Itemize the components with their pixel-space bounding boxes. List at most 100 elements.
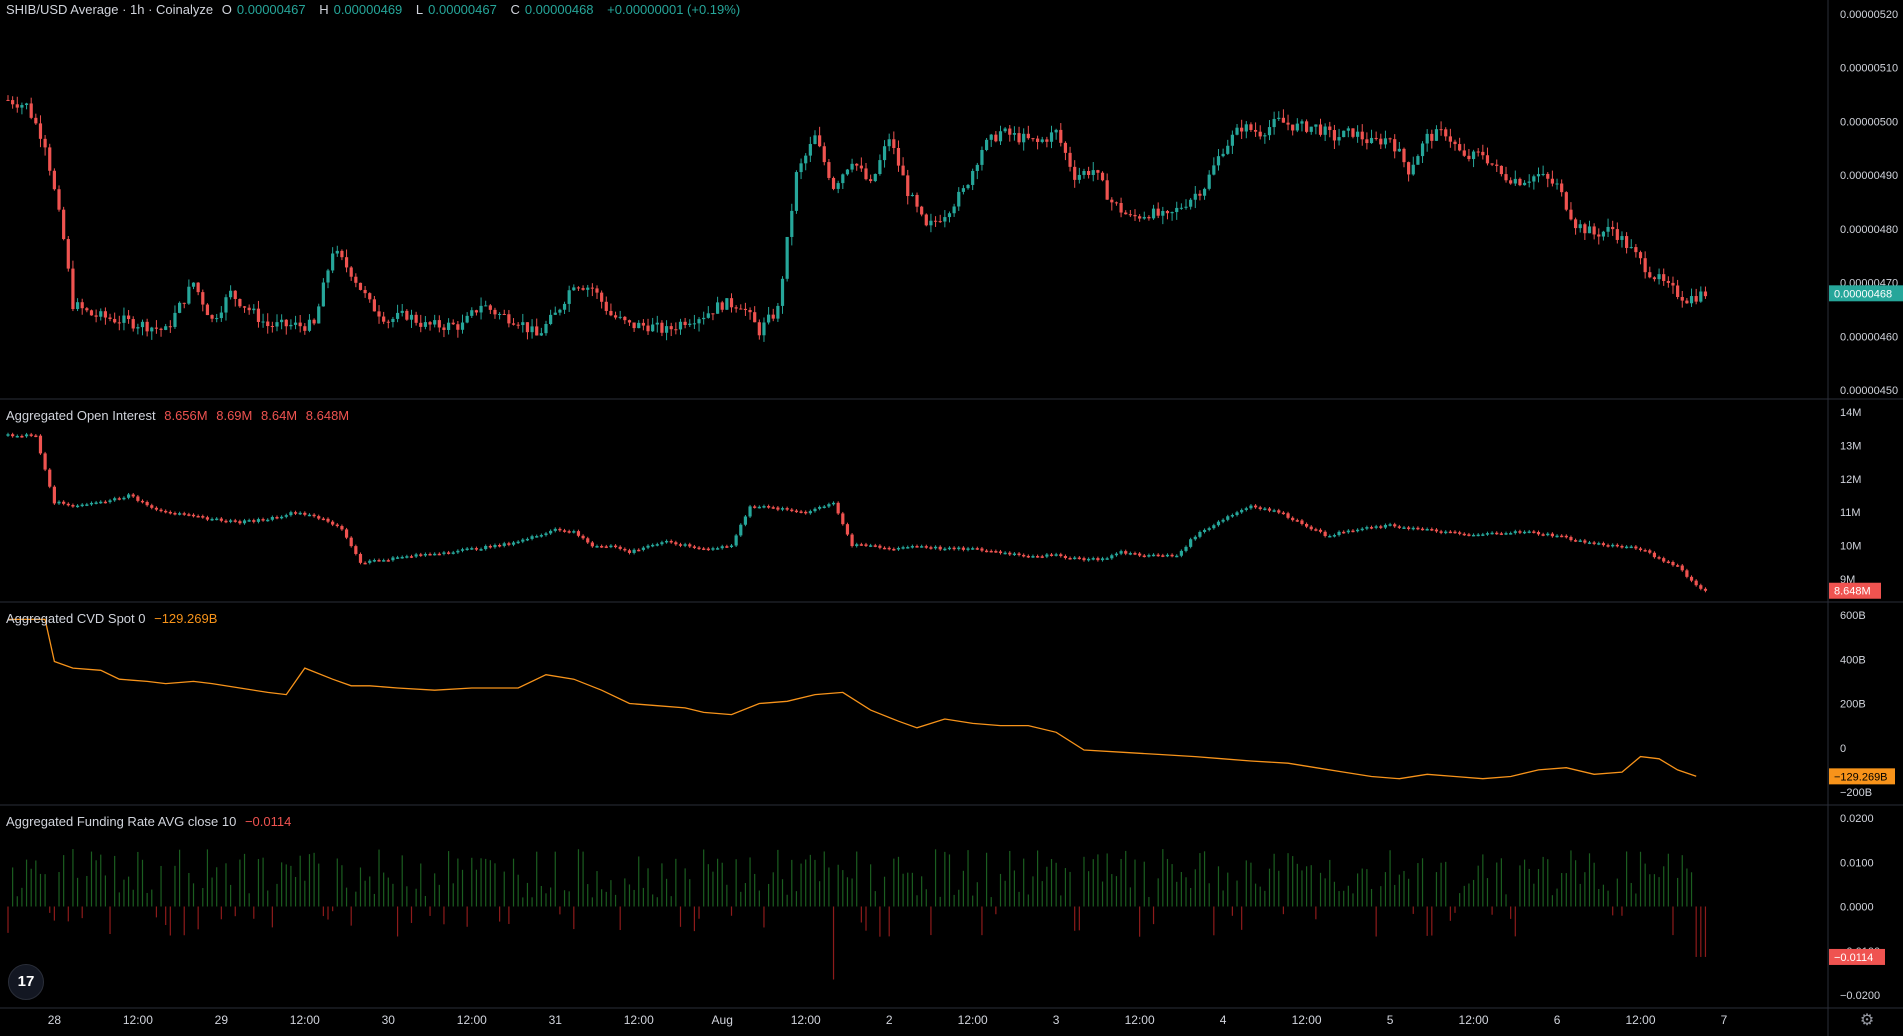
- oi-candle: [1151, 554, 1156, 557]
- price-candle: [1522, 182, 1527, 186]
- oi-candle: [52, 486, 56, 504]
- oi-value-4: 8.648M: [305, 408, 350, 423]
- price-candle: [799, 163, 803, 173]
- oi-candle: [1434, 529, 1439, 532]
- oi-candle: [1189, 539, 1193, 547]
- oi-candle: [1328, 535, 1332, 538]
- gear-icon[interactable]: ⚙: [1859, 1012, 1875, 1029]
- price-candle: [1652, 277, 1657, 280]
- price-candle: [1202, 188, 1207, 196]
- oi-candle: [465, 548, 469, 551]
- tradingview-logo-icon[interactable]: 17: [8, 964, 44, 1000]
- price-candle: [321, 282, 325, 307]
- oi-candle: [363, 562, 367, 565]
- price-candle: [20, 105, 24, 108]
- y-tick-label: 0.00000450: [1840, 385, 1898, 397]
- oi-candle: [1541, 534, 1545, 536]
- oi-candle: [901, 547, 905, 549]
- oi-candle: [456, 550, 460, 553]
- price-candle: [1008, 128, 1012, 135]
- x-tick-label: 12:00: [123, 1013, 153, 1027]
- price-candle: [224, 297, 228, 313]
- oi-candle: [233, 520, 237, 522]
- price-candle: [1342, 130, 1346, 138]
- oi-candle: [437, 553, 441, 556]
- price-candle: [785, 236, 789, 279]
- oi-candle: [1304, 523, 1309, 527]
- price-candle: [1063, 142, 1068, 153]
- oi-candle: [1226, 516, 1230, 520]
- oi-candle: [1179, 550, 1183, 556]
- oi-candle: [238, 521, 242, 524]
- oi-candle: [1216, 521, 1221, 526]
- oi-candle: [1629, 546, 1633, 549]
- oi-candle: [971, 548, 975, 550]
- price-candle: [154, 327, 159, 329]
- oi-candle: [790, 509, 794, 512]
- price-candle: [493, 309, 497, 315]
- oi-candle: [1458, 532, 1462, 534]
- oi-candle: [1620, 545, 1624, 548]
- price-candle: [1430, 133, 1434, 141]
- price-candle: [1420, 143, 1425, 157]
- price-candle: [1337, 137, 1341, 141]
- price-candle: [1416, 156, 1420, 165]
- price-candle: [48, 147, 52, 171]
- oi-candle: [1128, 553, 1132, 555]
- oi-candle: [1258, 507, 1262, 510]
- price-candle: [1411, 164, 1415, 175]
- cvd-last-value: −129.269B: [1834, 771, 1888, 783]
- price-candle: [1235, 127, 1239, 135]
- oi-candle: [1036, 556, 1040, 558]
- price-candle: [1685, 300, 1689, 304]
- price-candle: [395, 312, 400, 319]
- oi-candle: [270, 517, 274, 520]
- price-candle: [595, 288, 599, 293]
- price-candle: [780, 278, 785, 306]
- oi-candle: [1703, 588, 1708, 591]
- oi-candle: [1420, 528, 1425, 531]
- price-candle: [437, 320, 441, 328]
- oi-candle: [511, 542, 516, 545]
- price-candle: [1643, 258, 1647, 273]
- oi-candle: [1105, 558, 1109, 560]
- price-candle: [1147, 216, 1151, 219]
- oi-candle: [205, 517, 210, 520]
- oi-candle: [344, 529, 349, 538]
- price-candle: [1230, 134, 1234, 146]
- price-candle: [1175, 207, 1179, 213]
- oi-candle: [1332, 535, 1337, 537]
- price-candle: [715, 302, 720, 314]
- price-candle: [984, 139, 989, 150]
- price-candle: [428, 322, 432, 325]
- oi-candle: [428, 553, 432, 556]
- oi-candle: [641, 547, 645, 550]
- oi-candle: [43, 453, 47, 470]
- price-candle: [822, 146, 826, 163]
- oi-candle: [1662, 558, 1666, 562]
- oi-candle: [882, 547, 887, 550]
- oi-candle: [99, 501, 103, 504]
- price-candle: [664, 326, 669, 333]
- oi-candle: [581, 535, 585, 539]
- price-candle: [651, 324, 655, 332]
- oi-candle: [117, 498, 121, 500]
- price-candle: [1397, 148, 1401, 152]
- price-candle: [966, 184, 970, 189]
- oi-candle: [748, 506, 752, 517]
- price-candle: [641, 322, 645, 326]
- y-tick-label: 0.0200: [1840, 813, 1874, 825]
- cvd-series-line: [8, 618, 1697, 780]
- oi-candle: [1314, 529, 1318, 531]
- oi-candle: [29, 434, 33, 436]
- price-candle: [1318, 124, 1323, 135]
- oi-candle: [256, 519, 261, 522]
- oi-candle: [168, 511, 172, 514]
- price-candle: [1244, 124, 1248, 132]
- price-candle: [1189, 199, 1193, 207]
- price-candle: [660, 322, 664, 333]
- oi-candle: [989, 550, 993, 553]
- price-candle: [1017, 133, 1021, 143]
- oi-candle: [664, 540, 669, 543]
